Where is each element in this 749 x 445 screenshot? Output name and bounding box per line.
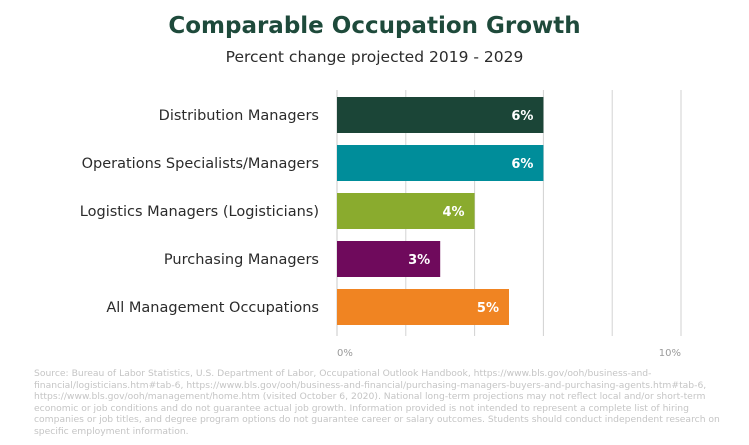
bar: [337, 97, 544, 133]
source-note: Source: Bureau of Labor Statistics, U.S.…: [34, 368, 720, 437]
chart-subtitle: Percent change projected 2019 - 2029: [225, 48, 524, 66]
bar: [337, 193, 475, 229]
category-label: Purchasing Managers: [164, 252, 319, 268]
bar-value-label: 5%: [477, 301, 499, 316]
bar: [337, 241, 441, 277]
bar-value-label: 4%: [443, 205, 465, 220]
category-label: Distribution Managers: [159, 108, 319, 124]
bar-value-label: 6%: [511, 109, 533, 124]
bar-value-label: 6%: [511, 157, 533, 172]
bar: [337, 289, 509, 325]
category-label: Logistics Managers (Logisticians): [80, 204, 319, 220]
x-tick-label: 0%: [337, 348, 353, 359]
bar-value-label: 3%: [408, 253, 430, 268]
chart-title: Comparable Occupation Growth: [168, 13, 581, 39]
category-label: Operations Specialists/Managers: [82, 156, 319, 172]
x-tick-label: 10%: [659, 348, 681, 359]
category-label: All Management Occupations: [106, 300, 319, 316]
bar: [337, 145, 544, 181]
